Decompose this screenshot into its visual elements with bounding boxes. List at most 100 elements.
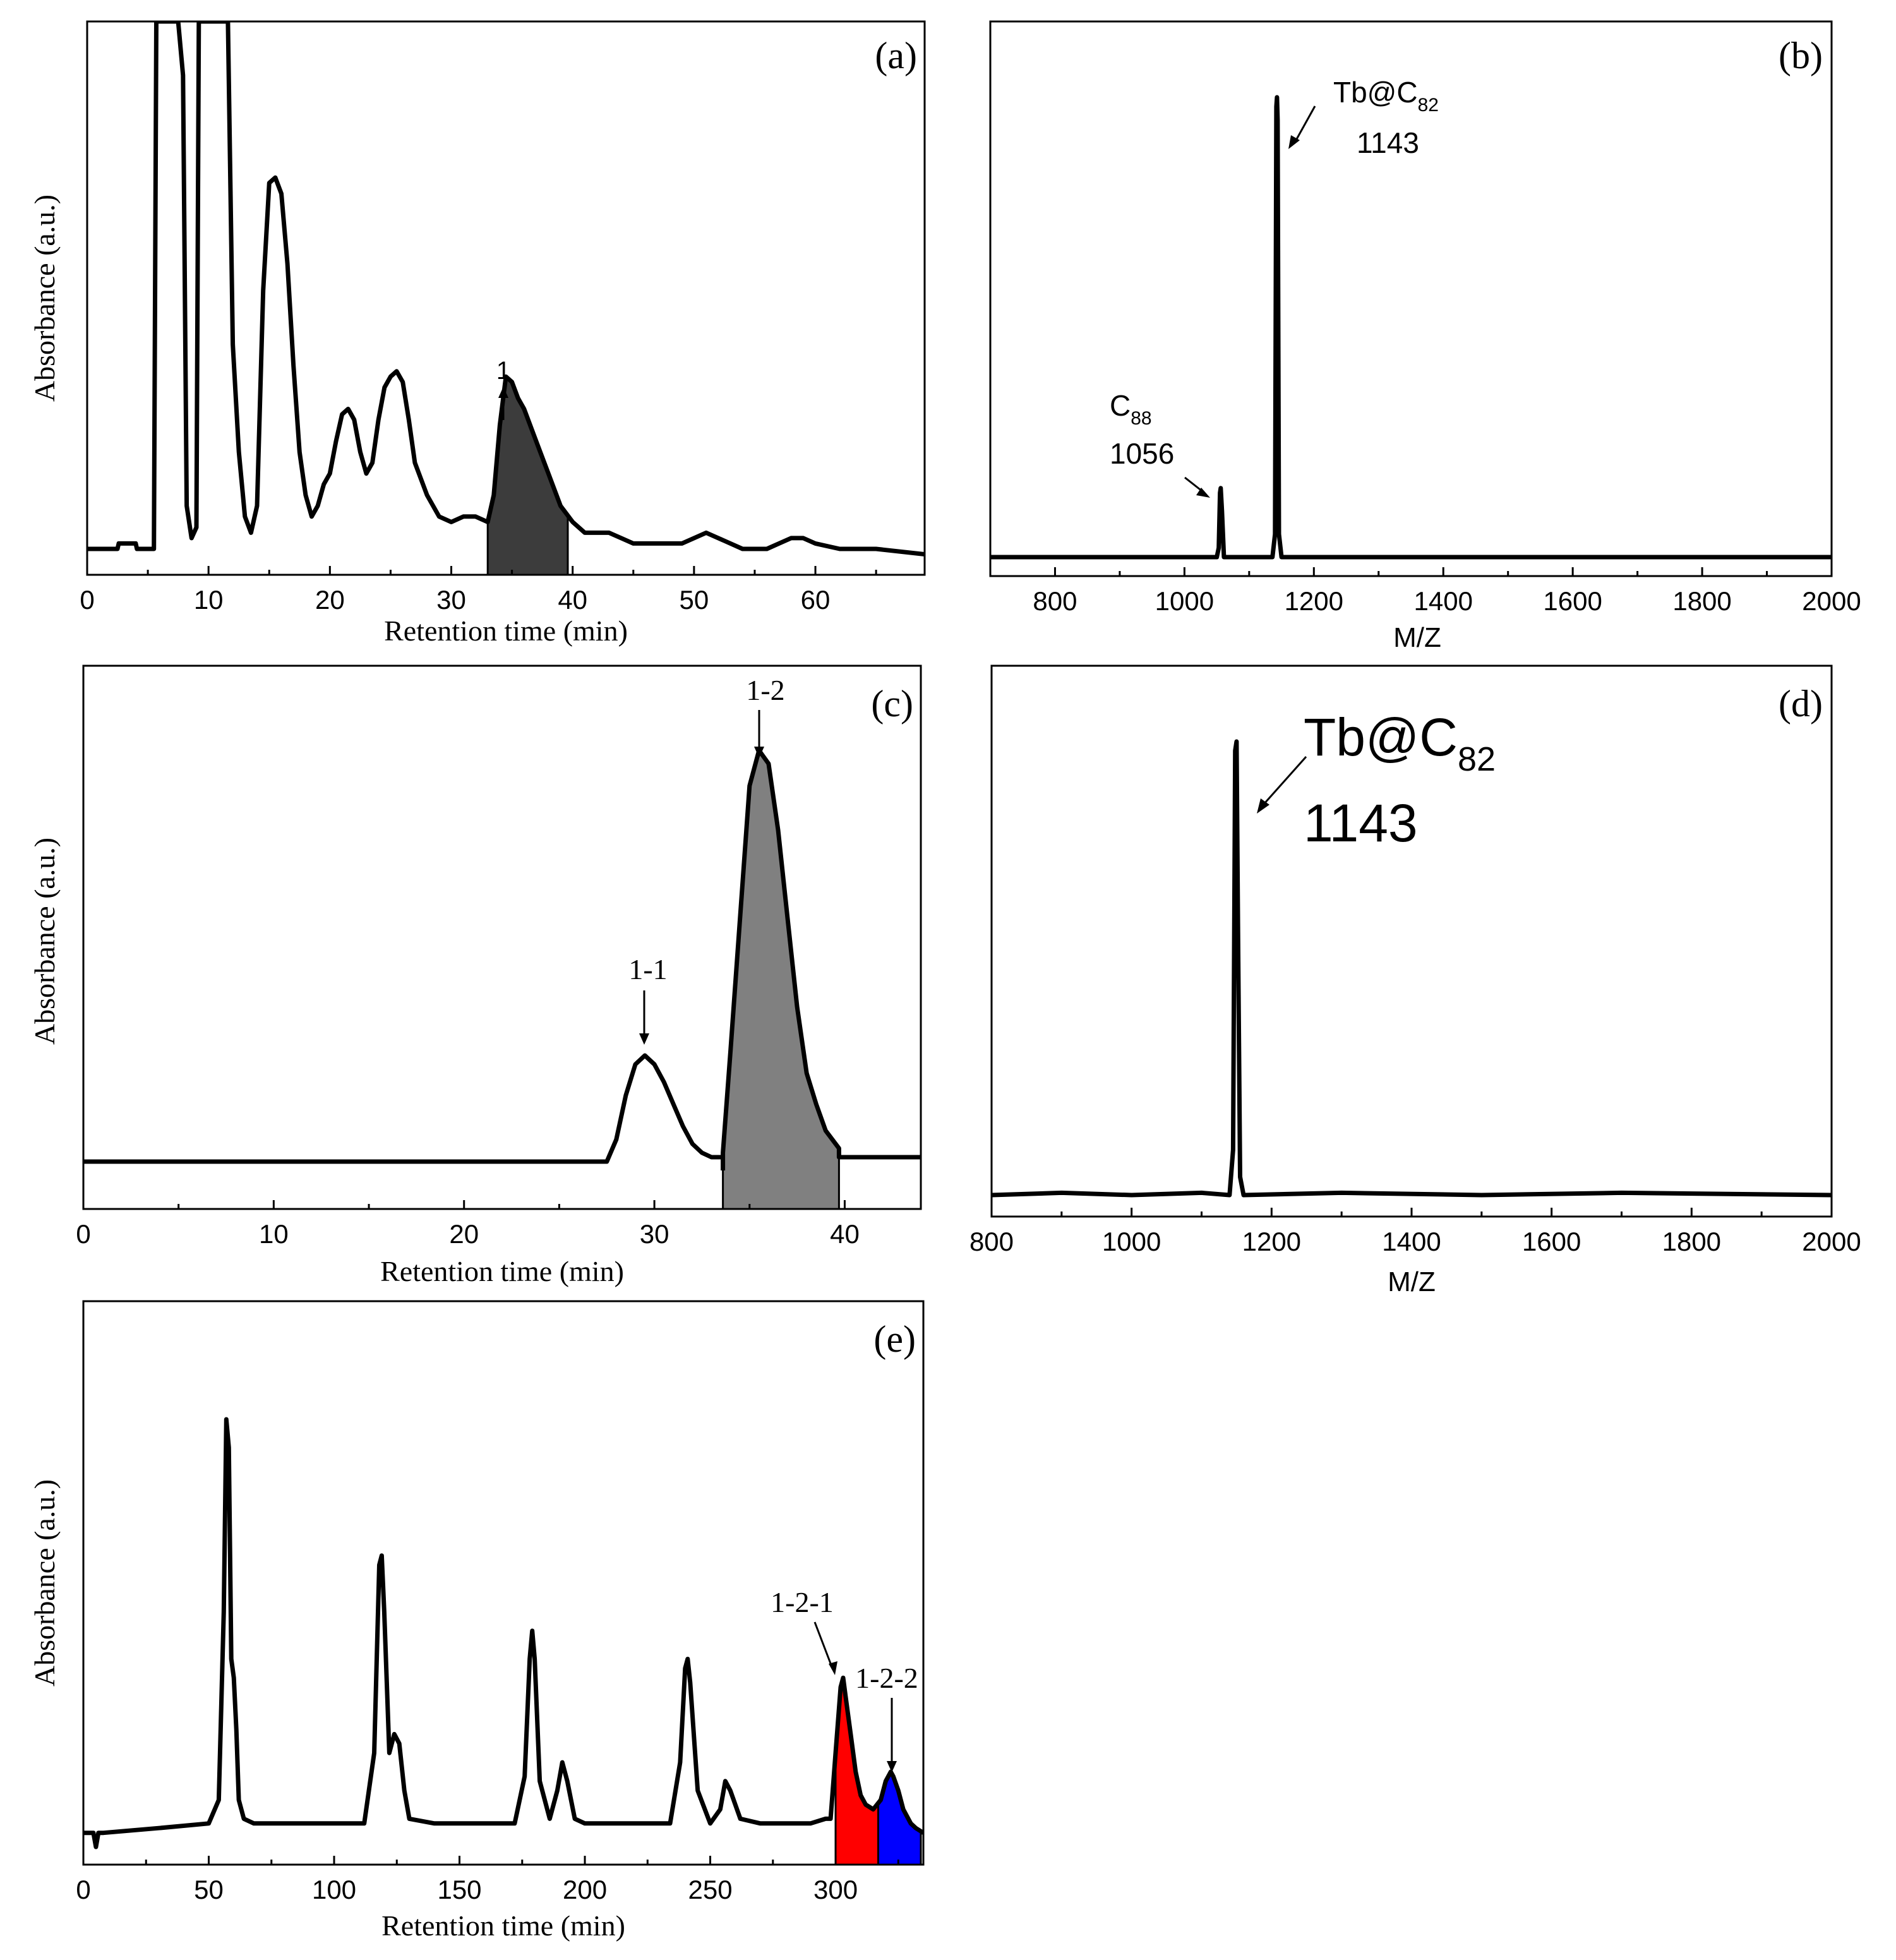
annotation-c88: C88 1056 (1110, 389, 1210, 498)
plot-frame (86, 20, 926, 576)
x-tick-label: 150 (437, 1875, 481, 1904)
x-tick-label: 1600 (1522, 1227, 1581, 1256)
annotation-arrow (1295, 105, 1316, 141)
panel-b: 800 1000 1200 1400 1600 1800 2000 (b) M/Z Tb@C… (989, 20, 1861, 653)
x-tick-label: 30 (640, 1219, 669, 1249)
annotation-formula: C88 (1110, 389, 1152, 429)
x-tick-label: 1800 (1672, 586, 1731, 616)
x-axis: 0 50 100 150 200 250 300 (76, 1856, 899, 1904)
annotation-peak-1-2-2: 1-2-2 (855, 1662, 918, 1772)
x-tick-label: 1800 (1662, 1227, 1721, 1256)
panel-a: 0 10 20 30 40 50 60 (a) Retention time (min) A… (28, 20, 926, 647)
x-axis: 0 10 20 30 40 50 60 (80, 566, 877, 615)
x-tick-label: 10 (194, 585, 224, 615)
plot-frame (82, 664, 922, 1210)
x-tick-label: 20 (449, 1219, 479, 1249)
x-tick-label: 40 (558, 585, 587, 615)
annotation-mass: 1056 (1110, 437, 1174, 470)
annotation-peak-1: 1 (496, 357, 510, 420)
x-tick-label: 0 (80, 585, 94, 615)
y-axis-label: Absorbance (a.u.) (28, 838, 61, 1045)
x-tick-label: 2000 (1802, 586, 1861, 616)
x-tick-label: 1600 (1543, 586, 1602, 616)
annotation-peak-1-2-1: 1-2-1 (771, 1586, 837, 1675)
x-tick-label: 1000 (1155, 586, 1214, 616)
series-line-1-1 (83, 1053, 723, 1164)
x-axis-label: Retention time (min) (380, 1255, 624, 1287)
series-line (990, 95, 1832, 560)
series-line-1-2 (721, 748, 921, 1170)
annotation-arrow (813, 1621, 832, 1666)
x-axis: 0 10 20 30 40 (76, 1200, 860, 1249)
plot-frame (989, 20, 1833, 577)
plot-frame (82, 1300, 925, 1866)
arrow-head (1257, 798, 1269, 814)
arrow-head (1288, 135, 1300, 149)
x-axis: 800 1000 1200 1400 1600 1800 2000 (1033, 567, 1861, 616)
annotation-arrow (1184, 476, 1203, 493)
arrow-head (639, 1033, 649, 1045)
annotation-peak-1-1: 1-1 (628, 953, 668, 1045)
x-tick-label: 50 (194, 1875, 224, 1904)
x-tick-label: 800 (1033, 586, 1077, 616)
x-tick-label: 200 (563, 1875, 607, 1904)
annotation-mass: 1143 (1357, 126, 1419, 159)
x-tick-label: 10 (259, 1219, 289, 1249)
panel-label: (a) (875, 35, 917, 76)
annotation-tb-c82: Tb@C82 1143 (1288, 76, 1439, 159)
panel-label: (d) (1779, 683, 1823, 724)
x-tick-label: 800 (969, 1227, 1014, 1256)
x-tick-label: 1000 (1102, 1227, 1161, 1256)
annotation-tb-c82: Tb@C82 1143 (1257, 707, 1496, 853)
x-tick-label: 30 (436, 585, 466, 615)
x-axis-label: Retention time (min) (384, 615, 628, 647)
arrow-head (498, 387, 508, 398)
annotation-label: 1-1 (628, 953, 667, 985)
annotation-mass: 1143 (1304, 793, 1418, 853)
series-line (992, 739, 1832, 1198)
x-tick-label: 100 (312, 1875, 356, 1904)
annotation-peak-1-2: 1-2 (746, 674, 785, 758)
x-tick-label: 2000 (1802, 1227, 1861, 1256)
annotation-label: 1-2 (746, 674, 784, 706)
x-tick-label: 0 (76, 1875, 90, 1904)
annotation-label: 1-2-1 (771, 1586, 834, 1618)
x-tick-label: 250 (688, 1875, 732, 1904)
annotation-label: 1 (496, 357, 510, 385)
arrow-head (829, 1661, 837, 1675)
x-axis: 800 1000 1200 1400 1600 1800 2000 (969, 1208, 1861, 1256)
x-tick-label: 0 (76, 1219, 90, 1249)
y-axis-label: Absorbance (a.u.) (28, 195, 61, 402)
annotation-formula: Tb@C82 (1304, 707, 1496, 778)
x-tick-label: 1400 (1414, 586, 1473, 616)
x-tick-label: 20 (315, 585, 345, 615)
arrow-head (887, 1761, 897, 1772)
x-tick-label: 1200 (1285, 586, 1343, 616)
x-axis-label: Retention time (min) (381, 1909, 625, 1942)
x-tick-label: 50 (680, 585, 709, 615)
x-tick-label: 1200 (1242, 1227, 1301, 1256)
shaded-region-1 (486, 376, 569, 575)
x-axis-label: M/Z (1393, 622, 1441, 653)
panel-label: (c) (871, 683, 913, 724)
panel-label: (e) (873, 1318, 916, 1360)
panel-e: 0 50 100 150 200 250 300 (e) Retention time (m… (28, 1300, 925, 1942)
panel-c: 0 10 20 30 40 (c) Retention time (min) Absor… (28, 664, 922, 1287)
shaded-region-1-2 (722, 748, 840, 1209)
panel-label: (b) (1779, 35, 1823, 76)
annotation-formula: Tb@C82 (1333, 76, 1439, 116)
x-tick-label: 60 (801, 585, 831, 615)
y-axis-label: Absorbance (a.u.) (28, 1479, 61, 1686)
x-tick-label: 40 (830, 1219, 860, 1249)
arrow-head (1196, 488, 1210, 498)
x-tick-label: 1400 (1382, 1227, 1441, 1256)
arrow-head (754, 747, 764, 758)
panel-d: 800 1000 1200 1400 1600 1800 2000 (d) M/Z Tb@C… (969, 664, 1861, 1297)
series-line (87, 21, 925, 556)
series-line (83, 1417, 923, 1849)
annotation-label: 1-2-2 (855, 1662, 918, 1694)
x-axis-label: M/Z (1388, 1266, 1436, 1297)
annotation-arrow (1263, 756, 1307, 804)
x-tick-label: 300 (813, 1875, 858, 1904)
